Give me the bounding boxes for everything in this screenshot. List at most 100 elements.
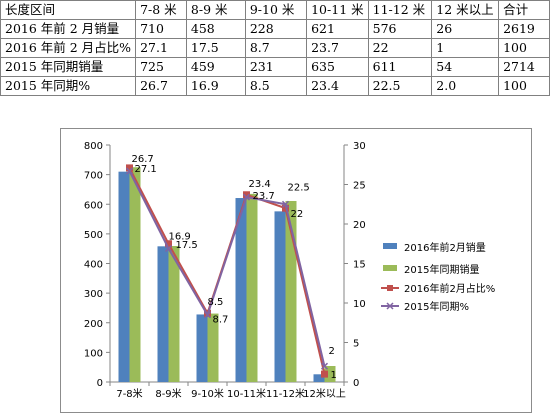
table-cell: 611 [367,57,433,77]
right-y-tick-label: 0 [353,378,359,389]
bar [235,198,247,382]
table-cell: 635 [306,57,369,77]
x-tick-label: 8-9米 [155,387,181,400]
bar [129,167,141,382]
table-cell: 23.7 [306,38,369,58]
series-line [128,170,326,367]
bar [324,366,336,382]
table-cell: 100 [498,38,550,58]
table-cell: 231 [244,57,308,77]
right-y-tick-label: 15 [353,260,366,271]
table-cell: 2714 [498,57,550,77]
left-y-tick-label: 200 [84,319,103,330]
left-y-tick-label: 300 [84,289,103,300]
data-label: 1 [331,370,337,381]
legend-marker [387,285,393,291]
line-point [203,311,212,319]
line-point [125,167,134,175]
bar [246,193,258,382]
left-y-tick-label: 100 [84,348,103,359]
table-row: 2016 年前 2 月销量 710 458 228 621 576 26 261… [0,19,550,39]
x-tick-label: 7-8米 [116,387,142,400]
table-cell: 710 [135,19,187,39]
line-point [164,244,173,253]
left-y-tick-label: 800 [84,141,103,152]
table-header-cell: 合计 [498,0,550,20]
data-table: 长度区间 7-8 米 8-9 米 9-10 米 10-11 米 11-12 米 … [0,0,550,96]
legend-swatch [383,243,397,249]
legend-label: 2016年前2月销量 [404,241,486,254]
legend-swatch [383,265,397,271]
right-y-tick-label: 25 [353,181,366,192]
table-cell: 26 [431,19,500,39]
data-label: 23.7 [253,191,275,202]
line-point [126,164,133,172]
x-tick-label: 11-12米 [266,387,305,400]
bar [285,200,297,382]
line-point [165,240,172,248]
table-cell: 100 [498,76,550,96]
table-cell: 621 [306,19,369,39]
table-cell: 8.5 [244,76,308,96]
table-header-cell: 8-9 米 [185,0,246,20]
legend-label: 2015年同期% [404,300,469,313]
right-y-tick-label: 20 [353,220,366,231]
bar [196,314,208,382]
left-y-tick-label: 500 [84,230,103,241]
table-cell: 54 [431,57,500,77]
table-cell: 2619 [498,19,550,39]
legend-label: 2015年同期销量 [404,263,479,276]
bar [168,246,180,382]
table-cell: 576 [367,19,433,39]
data-label: 2 [329,346,335,357]
data-label: 22 [291,209,304,220]
x-tick-label: 10-11米 [227,387,266,400]
bar [207,313,219,382]
table-header-cell: 12 米以上 [431,0,500,20]
bar [274,211,286,382]
left-y-tick-label: 0 [97,378,103,389]
right-y-tick-label: 5 [353,339,359,350]
table-cell: 459 [185,57,246,77]
data-label: 22.5 [288,182,310,193]
table-cell: 725 [135,57,187,77]
data-label: 26.7 [132,154,154,165]
legend-label: 2016年前2月占比% [404,282,495,295]
table-header-cell: 11-12 米 [367,0,433,20]
chart-frame: 0 100 200 300 400 500 600 700 800 0 5 10 15 20 25 30 7-8… [60,128,532,413]
legend-marker [386,302,394,310]
table-header-cell: 10-11 米 [306,0,369,20]
table-cell: 22 [367,38,433,58]
table-cell: 2016 年前 2 月占比% [0,38,137,58]
table-cell: 16.9 [185,76,246,96]
table-cell: 228 [244,19,308,39]
data-label: 16.9 [169,231,191,242]
bar [118,171,130,382]
line-point [281,200,290,208]
data-label: 17.5 [176,240,198,251]
line-point [320,362,329,370]
table-cell: 2.0 [431,76,500,96]
right-y-tick-label: 10 [353,299,366,310]
table-cell: 458 [185,19,246,39]
table-header-cell: 7-8 米 [135,0,187,20]
table-header-cell: 长度区间 [0,0,137,20]
bar [313,374,325,382]
table-row: 2016 年前 2 月占比% 27.1 17.5 8.7 23.7 22 1 1… [0,38,550,58]
combo-chart: 0 100 200 300 400 500 600 700 800 0 5 10 15 20 25 30 7-8… [84,141,495,400]
right-y-tick-label: 30 [353,141,366,152]
x-tick-label: 12米以上 [303,387,346,400]
data-label: 8.5 [208,297,224,308]
left-y-tick-label: 600 [84,200,103,211]
table-cell: 27.1 [135,38,187,58]
table-cell: 1 [431,38,500,58]
table-cell: 17.5 [185,38,246,58]
data-label: 8.7 [213,314,229,325]
table-cell: 26.7 [135,76,187,96]
line-point [321,370,328,378]
table-header-cell: 9-10 米 [244,0,308,20]
data-label: 27.1 [135,164,157,175]
table-cell: 2016 年前 2 月销量 [0,19,137,39]
line-point [243,191,250,199]
bar [157,246,169,382]
